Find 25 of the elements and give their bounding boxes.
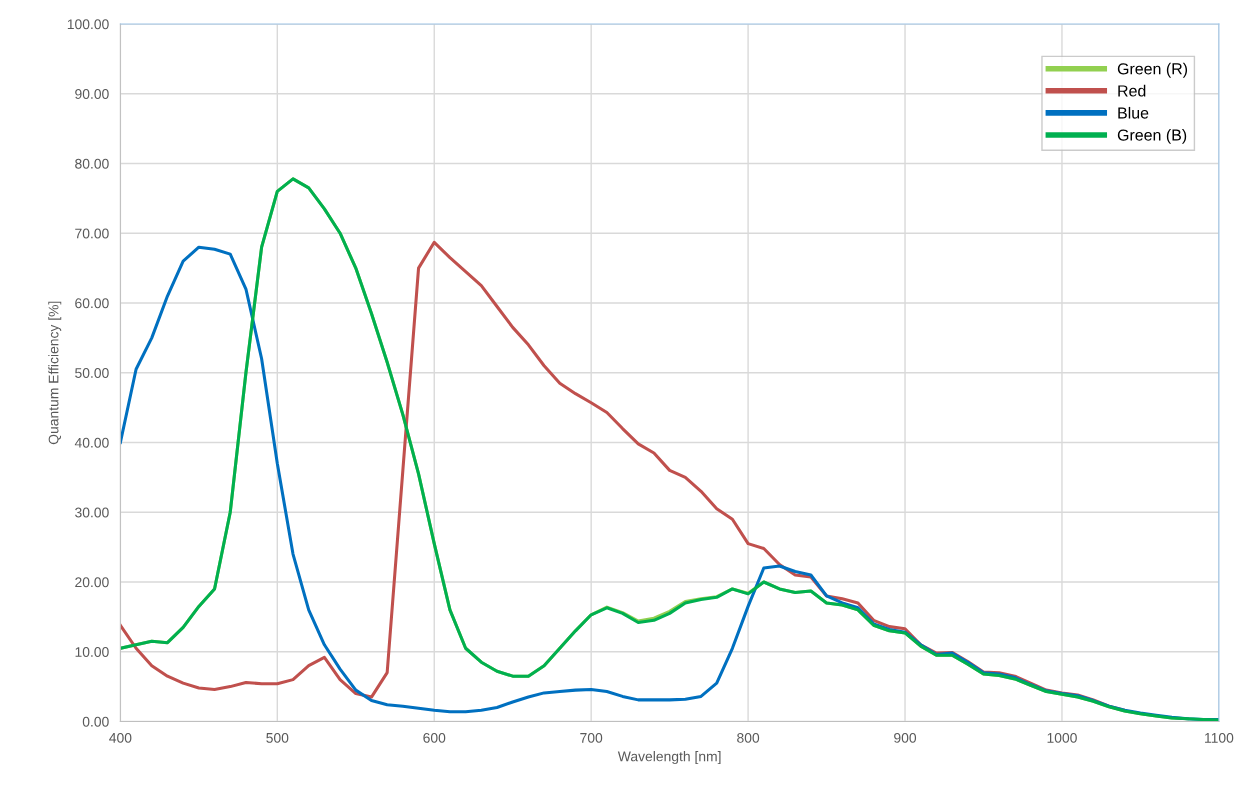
y-tick-label: 20.00 xyxy=(75,577,109,588)
y-tick-label: 40.00 xyxy=(74,437,109,448)
x-tick-label: 1000 xyxy=(1047,732,1077,743)
y-axis-title: Quantum Efficiency [%] xyxy=(48,301,62,445)
legend-label: Blue xyxy=(1118,106,1149,119)
legend-label: Red xyxy=(1118,84,1146,97)
x-tick-label: 700 xyxy=(580,732,603,743)
y-tick-label: 50.00 xyxy=(75,368,109,378)
y-tick-label: 30.00 xyxy=(75,507,109,518)
y-tick-label: 90.00 xyxy=(75,89,109,99)
x-tick-label: 600 xyxy=(423,732,446,743)
y-tick-label: 80.00 xyxy=(75,158,109,169)
x-tick-label: 800 xyxy=(737,732,760,743)
x-tick-label: 900 xyxy=(894,732,917,743)
legend-label: Green (B) xyxy=(1117,128,1187,144)
y-tick-label: 10.00 xyxy=(75,647,109,657)
x-tick-label: 500 xyxy=(266,732,289,743)
x-axis-title: Wavelength [nm] xyxy=(617,751,721,765)
y-tick-label: 100.00 xyxy=(67,19,109,30)
y-tick-label: 70.00 xyxy=(75,228,109,239)
y-tick-label: 0.00 xyxy=(82,716,109,727)
x-tick-label: 400 xyxy=(109,732,132,743)
legend-label: Green (R) xyxy=(1117,62,1188,78)
y-tick-label: 60.00 xyxy=(75,298,109,309)
x-tick-label: 1100 xyxy=(1205,732,1234,743)
